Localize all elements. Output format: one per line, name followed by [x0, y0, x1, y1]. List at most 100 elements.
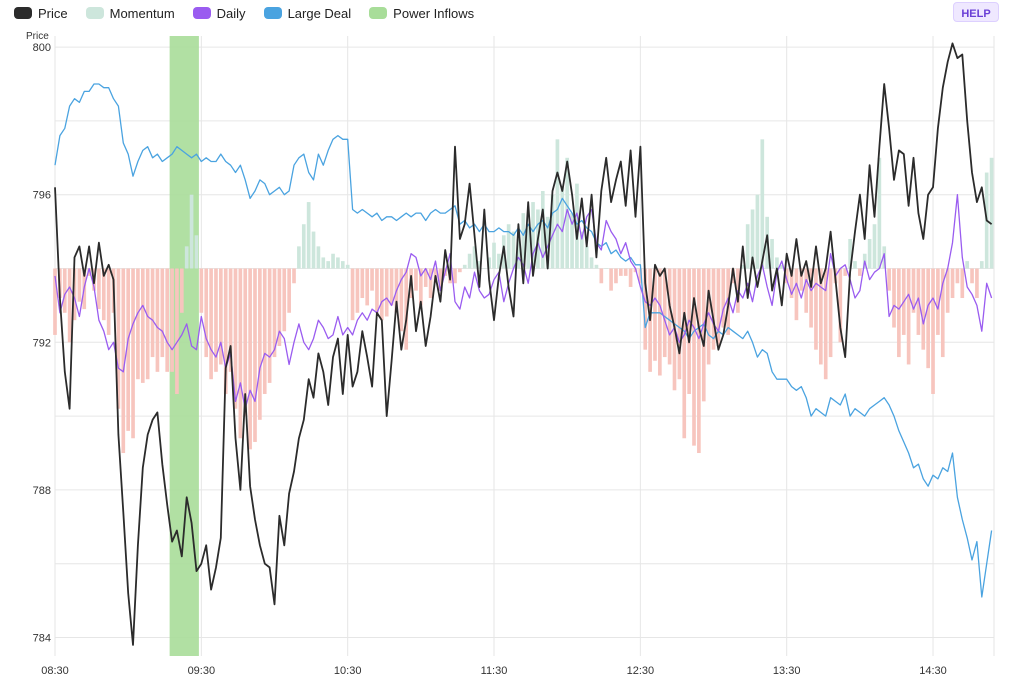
momentum-bar-negative	[926, 268, 930, 369]
momentum-bar-negative	[209, 268, 213, 380]
momentum-bar-positive	[531, 202, 535, 269]
series-lines	[54, 42, 993, 646]
momentum-bar-negative	[150, 268, 155, 358]
momentum-bar-negative	[975, 268, 979, 299]
momentum-bar-positive	[511, 231, 516, 269]
x-tick-label: 12:30	[627, 665, 655, 677]
legend-item-daily[interactable]: Daily	[192, 6, 246, 21]
momentum-bar-negative	[936, 268, 940, 335]
momentum-bar-positive	[550, 194, 555, 269]
help-button[interactable]: HELP	[953, 2, 999, 22]
momentum-bar-positive	[877, 157, 882, 269]
momentum-bar-negative	[155, 268, 160, 372]
momentum-bar-positive	[560, 187, 565, 269]
momentum-bar-negative	[145, 268, 150, 380]
momentum-bar-negative	[53, 268, 57, 335]
momentum-bar-negative	[204, 268, 209, 358]
momentum-bar-negative	[77, 268, 82, 302]
x-tick-label: 08:30	[41, 665, 69, 677]
legend-item-power-inflows[interactable]: Power Inflows	[369, 6, 474, 21]
momentum-bar-positive	[462, 264, 467, 269]
momentum-bar-negative	[370, 268, 374, 291]
momentum-bar-negative	[126, 268, 130, 431]
legend-swatch	[192, 7, 211, 19]
legend-item-large-deal[interactable]: Large Deal	[263, 5, 352, 21]
momentum-bar-negative	[784, 268, 789, 284]
momentum-bar-negative	[350, 268, 355, 321]
momentum-bar-negative	[838, 268, 843, 343]
x-tick-label: 11:30	[481, 665, 508, 677]
momentum-bar-positive	[297, 246, 301, 269]
momentum-bar-positive	[301, 224, 306, 269]
momentum-bar-negative	[404, 268, 409, 350]
momentum-bar-negative	[809, 268, 813, 328]
momentum-bar-negative	[233, 268, 238, 409]
momentum-bar-negative	[223, 268, 228, 394]
momentum-bar-positive	[867, 238, 872, 269]
momentum-bar-negative	[219, 268, 223, 365]
momentum-bar-positive	[770, 238, 774, 269]
momentum-bar-negative	[87, 268, 91, 276]
large-deal-line	[54, 83, 993, 598]
momentum-bar-negative	[248, 268, 252, 450]
momentum-bar-negative	[897, 268, 901, 358]
momentum-bar-negative	[253, 268, 257, 442]
legend-item-momentum[interactable]: Momentum	[85, 5, 175, 21]
momentum-bar-positive	[345, 264, 350, 269]
momentum-bar-negative	[682, 268, 687, 439]
momentum-bar-negative	[258, 268, 262, 420]
momentum-bar-positive	[570, 213, 574, 269]
chart-legend: Price Momentum Daily Large Deal Power Inflow…	[14, 0, 474, 26]
momentum-bar-negative	[419, 268, 423, 306]
momentum-bar-negative	[238, 268, 243, 439]
legend-label: Large Deal	[287, 5, 352, 21]
momentum-bar-negative	[365, 268, 370, 306]
momentum-bar-negative	[828, 268, 833, 358]
momentum-bar-negative	[609, 268, 613, 291]
momentum-bar-positive	[750, 209, 755, 269]
momentum-bar-negative	[199, 268, 204, 313]
x-tick-label: 09:30	[188, 665, 216, 677]
momentum-bar-negative	[940, 268, 945, 358]
momentum-bar-negative	[458, 268, 462, 273]
momentum-bar-negative	[916, 268, 921, 335]
grid-lines	[54, 36, 995, 656]
momentum-bar-negative	[619, 268, 623, 276]
momentum-bar-negative	[292, 268, 296, 284]
momentum-bar-negative	[706, 268, 711, 365]
y-tick-label: 792	[33, 337, 51, 349]
momentum-bar-positive	[467, 253, 472, 269]
axes: 784 788 792 796 800 08:30 09:30 10:30 11:30 12:30…	[26, 31, 947, 677]
momentum-bar-positive	[540, 191, 545, 269]
y-tick-label: 800	[33, 42, 51, 54]
momentum-bar-negative	[697, 268, 701, 454]
momentum-bar-positive	[740, 264, 745, 269]
momentum-bar-positive	[526, 224, 530, 269]
momentum-bar-negative	[228, 268, 233, 372]
momentum-bar-negative	[731, 268, 735, 284]
momentum-bar-positive	[472, 246, 477, 269]
momentum-bar-positive	[311, 231, 316, 269]
momentum-bar-negative	[389, 268, 394, 306]
momentum-bar-negative	[638, 268, 643, 284]
momentum-bar-positive	[872, 224, 877, 269]
momentum-bar-negative	[614, 268, 618, 284]
momentum-bar-negative	[711, 268, 716, 350]
x-tick-label: 14:30	[919, 665, 947, 677]
y-axis-label: Price	[26, 31, 49, 42]
momentum-bar-positive	[482, 268, 487, 269]
momentum-bar-positive	[579, 231, 584, 269]
momentum-bar-positive	[853, 261, 857, 269]
legend-item-price[interactable]: Price	[14, 6, 68, 21]
legend-label: Momentum	[109, 5, 175, 21]
momentum-bar-negative	[355, 268, 360, 313]
momentum-bar-positive	[565, 157, 570, 269]
momentum-bar-negative	[799, 268, 804, 291]
momentum-bar-positive	[555, 139, 560, 269]
momentum-bar-positive	[487, 257, 491, 269]
momentum-bar-positive	[316, 246, 321, 269]
momentum-bar-negative	[643, 268, 648, 350]
momentum-bar-positive	[331, 253, 335, 269]
momentum-bar-negative	[911, 268, 916, 313]
